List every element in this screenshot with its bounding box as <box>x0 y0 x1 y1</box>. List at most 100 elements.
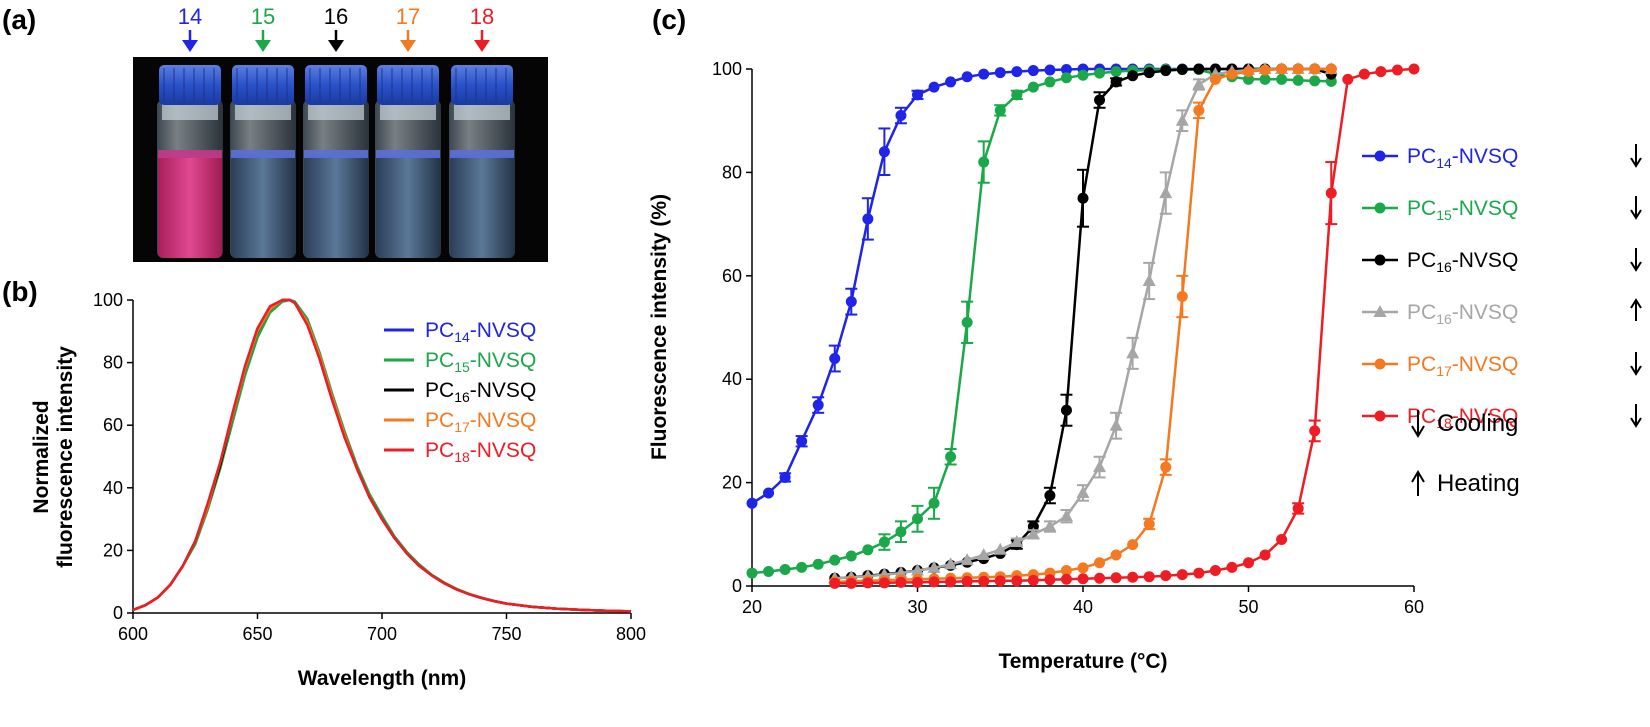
vial-liquid <box>450 155 514 258</box>
data-point <box>862 544 874 556</box>
data-point <box>829 554 841 566</box>
data-point <box>994 575 1006 587</box>
cooling-label: Cooling <box>1437 410 1518 437</box>
data-point <box>1060 64 1072 76</box>
data-point <box>978 156 990 168</box>
data-point <box>812 558 824 570</box>
data-point <box>945 576 957 588</box>
legend-marker <box>1374 254 1386 266</box>
legend-entry: PC14-NVSQ <box>1407 145 1518 171</box>
vial-cap <box>305 65 367 105</box>
data-point <box>1176 569 1188 581</box>
spectrum-line <box>132 298 632 613</box>
data-point <box>1044 574 1056 586</box>
data-point <box>894 566 908 579</box>
data-point <box>1010 535 1024 548</box>
heating-note: Heating <box>1411 470 1520 497</box>
data-point <box>1143 67 1155 79</box>
data-point <box>1209 73 1221 85</box>
data-point <box>829 577 841 589</box>
data-point <box>1077 562 1089 574</box>
vial-label: 14 <box>178 4 202 29</box>
y-tick-label: 0 <box>113 603 123 623</box>
down-arrow-head <box>1630 417 1642 428</box>
series <box>746 64 1337 579</box>
data-point <box>1077 573 1089 585</box>
x-axis-title: Wavelength (nm) <box>298 667 466 690</box>
data-point <box>1093 460 1107 473</box>
down-arrow-head <box>1630 365 1642 376</box>
y-tick-label: 100 <box>93 290 123 310</box>
data-point <box>1160 570 1172 582</box>
data-point <box>878 146 890 158</box>
data-point <box>763 566 775 578</box>
data-point <box>1077 69 1089 81</box>
x-tick-label: 600 <box>118 624 148 644</box>
data-point <box>895 526 907 538</box>
x-tick-label: 750 <box>491 624 521 644</box>
x-tick-label: 60 <box>1404 597 1424 617</box>
data-point <box>1276 63 1288 75</box>
data-point <box>895 110 907 122</box>
data-point <box>1044 76 1056 88</box>
data-point <box>1127 571 1139 583</box>
data-point <box>763 487 775 499</box>
data-point <box>1027 65 1039 77</box>
data-point <box>1060 564 1072 576</box>
vial-cap <box>451 65 513 105</box>
x-tick-label: 40 <box>1073 597 1093 617</box>
data-point <box>1011 66 1023 78</box>
data-point <box>1358 68 1370 80</box>
data-point <box>1209 564 1221 576</box>
series-line <box>751 68 1332 575</box>
x-axis-title: Temperature (°C) <box>998 650 1167 673</box>
data-point <box>878 536 890 548</box>
data-point <box>1159 186 1173 199</box>
series-line <box>834 67 1332 580</box>
x-tick-label: 20 <box>742 597 762 617</box>
data-point <box>1309 425 1321 437</box>
series <box>829 63 1337 584</box>
data-point <box>961 71 973 83</box>
data-point <box>1160 461 1172 473</box>
data-point <box>1176 290 1188 302</box>
vial-cap <box>159 65 221 105</box>
data-point <box>1094 67 1106 79</box>
legend-entry: PC16-NVSQ <box>425 379 536 405</box>
heating-label: Heating <box>1437 470 1520 497</box>
data-point <box>1325 187 1337 199</box>
data-point <box>746 567 758 579</box>
data-point <box>779 563 791 575</box>
y-tick-label: 20 <box>103 540 123 560</box>
data-point <box>1094 557 1106 569</box>
data-point <box>944 557 958 570</box>
vial <box>157 65 223 258</box>
data-point <box>1391 64 1403 76</box>
cooling-note: Cooling <box>1411 410 1518 438</box>
data-point <box>1044 64 1056 76</box>
data-point <box>1325 63 1337 75</box>
legend-marker <box>1373 305 1387 317</box>
data-point <box>911 563 924 576</box>
vial <box>303 65 369 258</box>
data-point <box>994 67 1006 79</box>
data-point <box>1142 273 1156 286</box>
vial-cap <box>377 65 439 105</box>
series <box>829 63 1337 588</box>
panel-b-label: (b) <box>2 276 38 307</box>
data-point <box>1292 502 1304 514</box>
data-point <box>1077 192 1089 204</box>
legend-entry: PC15-NVSQ <box>1407 197 1518 223</box>
vial-meniscus <box>158 150 222 158</box>
legend-entry: PC18-NVSQ <box>1407 405 1518 431</box>
data-point <box>1110 549 1122 561</box>
vial-meniscus <box>231 150 295 158</box>
data-point <box>1193 104 1205 116</box>
spectrum-line <box>132 298 632 613</box>
series-line <box>751 67 1332 505</box>
data-point <box>1193 567 1205 579</box>
x-tick-label: 50 <box>1238 597 1258 617</box>
down-arrow-icon <box>1411 410 1425 438</box>
data-point <box>1094 94 1106 106</box>
